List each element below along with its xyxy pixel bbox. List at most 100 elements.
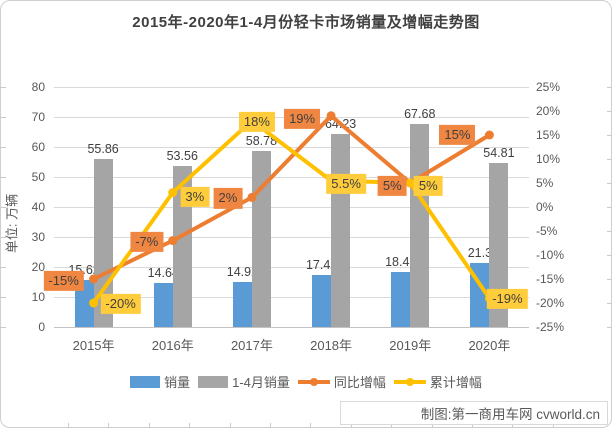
axis-tick bbox=[229, 423, 231, 427]
axis-tick bbox=[1, 207, 6, 208]
bar-value-label: 64.23 bbox=[324, 117, 357, 132]
x-axis-label: 2015年 bbox=[72, 338, 115, 353]
gridline bbox=[54, 207, 529, 208]
growth-callout-label: 15% bbox=[439, 124, 476, 146]
x-axis-label: 2020年 bbox=[468, 338, 511, 353]
right-axis-tick-label: 0% bbox=[536, 200, 554, 214]
bar-sales bbox=[74, 280, 94, 327]
bar-value-label: 54.81 bbox=[483, 145, 515, 160]
axis-tick bbox=[607, 303, 611, 304]
yoy-growth-line bbox=[91, 113, 492, 281]
right-axis-tick-label: 20% bbox=[536, 104, 561, 118]
x-axis-label: 2019年 bbox=[389, 338, 432, 353]
growth-callout-label: -19% bbox=[487, 289, 528, 310]
left-axis-tick-label: 30 bbox=[31, 230, 45, 244]
axis-tick bbox=[607, 255, 611, 256]
left-axis-tick-label: 20 bbox=[31, 260, 45, 274]
bar-sales bbox=[391, 271, 411, 327]
axis-tick bbox=[607, 135, 611, 136]
x-axis-label: 2017年 bbox=[230, 338, 273, 353]
legend-item: 1-4月销量 bbox=[198, 372, 290, 391]
axis-tick bbox=[607, 183, 611, 184]
legend-label: 销量 bbox=[164, 375, 191, 390]
left-axis-tick-label: 10 bbox=[31, 290, 45, 304]
axis-tick bbox=[1, 177, 6, 178]
axis-tick bbox=[512, 423, 514, 427]
axis-tick bbox=[310, 423, 312, 427]
bar-sales bbox=[312, 274, 332, 327]
axis-tick bbox=[270, 423, 271, 427]
left-axis-tick-label: 0 bbox=[38, 320, 45, 334]
axis-tick bbox=[1, 87, 6, 88]
growth-callout-label: 5.5% bbox=[326, 173, 366, 194]
axis-tick bbox=[350, 423, 352, 427]
axis-tick bbox=[607, 279, 611, 280]
axis-tick bbox=[607, 159, 611, 160]
axis-tick bbox=[1, 117, 6, 118]
bar-cumulative-sales bbox=[489, 162, 509, 327]
growth-callout-label: 2% bbox=[213, 188, 243, 209]
left-axis-tick-label: 80 bbox=[31, 80, 45, 94]
growth-callout-label: -20% bbox=[100, 293, 141, 315]
x-axis-label: 2018年 bbox=[310, 338, 353, 353]
growth-callout-label: -7% bbox=[130, 231, 164, 252]
legend-item: 同比增幅 bbox=[297, 372, 386, 391]
legend-label: 累计增幅 bbox=[429, 375, 482, 390]
growth-callout-label: 19% bbox=[284, 108, 321, 129]
axis-tick bbox=[68, 423, 69, 427]
left-axis-tick-label: 60 bbox=[31, 140, 45, 154]
legend-label: 1-4月销量 bbox=[232, 375, 290, 390]
bar-value-label: 55.86 bbox=[87, 142, 119, 157]
axis-tick bbox=[1, 267, 6, 268]
axis-tick bbox=[552, 423, 554, 427]
gridline bbox=[54, 177, 529, 178]
bar-cumulative-sales bbox=[331, 134, 351, 327]
gridline bbox=[54, 87, 529, 88]
gridline bbox=[54, 147, 529, 148]
legend-item: 销量 bbox=[130, 372, 190, 391]
growth-callout-label: -15% bbox=[43, 270, 84, 292]
legend-bar-swatch bbox=[130, 375, 161, 388]
right-axis-tick-label: -5% bbox=[536, 224, 558, 238]
right-axis-tick-label: -10% bbox=[536, 248, 565, 262]
gridline bbox=[54, 237, 529, 238]
axis-tick bbox=[431, 423, 433, 427]
chart-title: 2015年-2020年1-4月份轻卡市场销量及增幅走势图 bbox=[132, 14, 480, 31]
x-axis-line bbox=[54, 327, 529, 328]
axis-tick bbox=[108, 423, 110, 427]
growth-callout-label: 18% bbox=[238, 111, 275, 132]
growth-callout-label: 5% bbox=[377, 175, 407, 197]
legend: 销量 1-4月销量 同比增幅 累计增幅 bbox=[1, 372, 611, 391]
right-axis-tick-label: -25% bbox=[536, 320, 565, 334]
axis-tick bbox=[607, 111, 611, 112]
axis-tick bbox=[148, 423, 150, 427]
growth-callout-label: 5% bbox=[413, 175, 443, 197]
axis-tick bbox=[607, 207, 611, 208]
right-axis-tick-label: 15% bbox=[536, 128, 561, 142]
right-axis-tick-label: -15% bbox=[536, 272, 565, 286]
bar-sales bbox=[232, 282, 252, 327]
legend-bar-swatch bbox=[198, 375, 229, 388]
axis-tick bbox=[1, 297, 6, 298]
bar-value-label: 67.68 bbox=[404, 106, 436, 121]
x-axis-label: 2016年 bbox=[151, 338, 194, 353]
right-axis-tick-label: 5% bbox=[536, 176, 554, 190]
growth-callout-label: 3% bbox=[180, 186, 210, 207]
bar-cumulative-sales bbox=[251, 150, 271, 327]
left-axis-tick-label: 50 bbox=[31, 170, 45, 184]
left-axis-tick-label: 70 bbox=[31, 110, 45, 124]
right-axis-tick-label: -20% bbox=[536, 296, 565, 310]
right-axis-tick-label: 25% bbox=[536, 80, 561, 94]
axis-tick bbox=[607, 327, 611, 328]
axis-tick bbox=[189, 423, 191, 427]
legend-line-swatch bbox=[393, 377, 426, 387]
bar-sales bbox=[153, 283, 173, 327]
axis-tick bbox=[391, 423, 393, 427]
legend-item: 累计增幅 bbox=[393, 372, 482, 391]
watermark: 制图:第一商用车网 cvworld.cn bbox=[340, 401, 608, 425]
left-axis-tick-label: 40 bbox=[31, 200, 45, 214]
axis-tick bbox=[1, 147, 6, 148]
bar-value-label: 58.78 bbox=[245, 133, 278, 148]
axis-tick bbox=[607, 87, 611, 88]
bar-value-label: 53.56 bbox=[166, 149, 198, 164]
